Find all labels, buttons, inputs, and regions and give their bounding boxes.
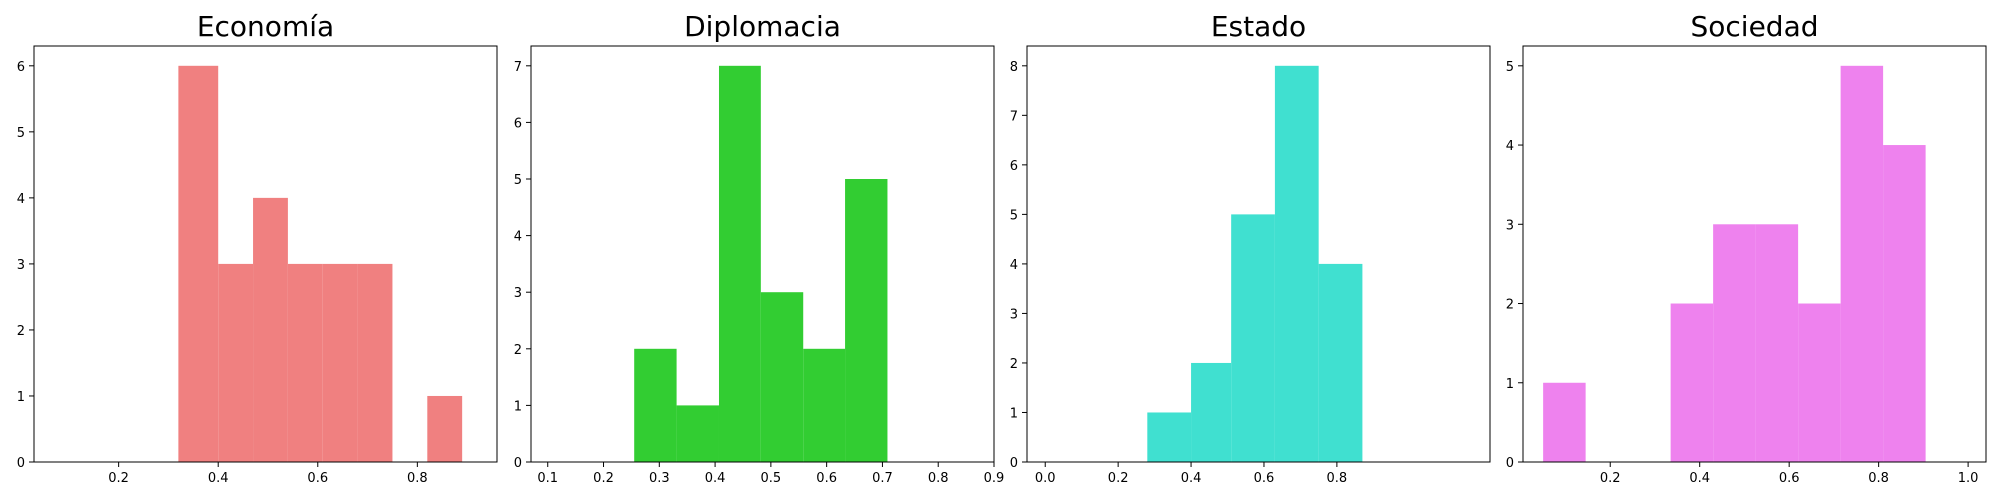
y-tick-label: 1 <box>514 399 522 414</box>
histogram-bar <box>253 197 288 462</box>
histogram-bar <box>1840 65 1884 463</box>
y-tick-label: 5 <box>1010 208 1018 223</box>
y-tick-label: 2 <box>17 324 25 339</box>
y-tick-label: 3 <box>1506 218 1514 233</box>
y-tick-label: 8 <box>1010 60 1018 75</box>
histogram-bar <box>634 348 677 462</box>
x-tick-label: 0.6 <box>816 471 837 486</box>
histogram-bar <box>322 263 358 462</box>
y-tick-label: 3 <box>1010 307 1018 322</box>
x-tick-label: 0.1 <box>537 471 558 486</box>
y-tick-label: 7 <box>1010 109 1018 124</box>
plot-frame <box>33 45 498 463</box>
x-tick-label: 0.2 <box>1108 471 1129 486</box>
y-tick-label: 0 <box>1010 456 1018 471</box>
y-tick-label: 4 <box>514 230 522 245</box>
histogram-bar <box>1274 65 1319 463</box>
x-tick-label: 0.6 <box>307 471 328 486</box>
y-tick-label: 1 <box>1506 377 1514 392</box>
histogram-bar <box>1543 382 1586 462</box>
histogram-bar <box>357 263 393 462</box>
x-tick-label: 0.8 <box>928 471 949 486</box>
y-tick-label: 6 <box>1010 159 1018 174</box>
y-tick-label: 1 <box>17 390 25 405</box>
histogram-bar <box>718 65 761 463</box>
y-tick-label: 0 <box>17 456 25 471</box>
plot-frame <box>1026 45 1491 463</box>
x-tick-label: 0.3 <box>649 471 670 486</box>
y-tick-label: 7 <box>514 60 522 75</box>
x-tick-label: 1.0 <box>1958 471 1979 486</box>
x-tick-label: 0.7 <box>872 471 893 486</box>
histogram-bar <box>1883 145 1926 463</box>
histogram-panel: 0.2 0.4 0.6 0.8 0 1 2 3 4 5 6 Economía <box>17 10 498 486</box>
panel-title: Estado <box>1211 10 1306 43</box>
y-tick-label: 6 <box>17 60 25 75</box>
x-tick-label: 0.6 <box>1779 471 1800 486</box>
histogram-bar <box>760 292 804 462</box>
y-tick-label: 5 <box>1506 60 1514 75</box>
histogram-bar <box>1713 224 1756 462</box>
histogram-bar <box>676 405 719 462</box>
panel-title: Economía <box>197 10 334 43</box>
y-tick-label: 6 <box>514 116 522 131</box>
x-tick-label: 0.4 <box>208 471 229 486</box>
histogram-panel: 0.2 0.4 0.6 0.8 1.0 0 1 2 3 4 5 Sociedad <box>1506 10 1987 486</box>
y-tick-label: 4 <box>1010 258 1018 273</box>
histogram-bar <box>1670 303 1714 462</box>
x-tick-label: 0.4 <box>1689 471 1710 486</box>
x-tick-label: 0.2 <box>1600 471 1621 486</box>
x-tick-label: 0.4 <box>1181 471 1202 486</box>
histogram-bar <box>218 263 254 462</box>
x-tick-label: 0.0 <box>1035 471 1056 486</box>
histogram-bar <box>427 395 463 462</box>
histogram-bar <box>1147 412 1192 462</box>
histogram-bar <box>1318 263 1363 462</box>
y-tick-label: 1 <box>1010 406 1018 421</box>
y-tick-label: 3 <box>514 286 522 301</box>
histogram-bar <box>803 348 846 462</box>
x-tick-label: 0.9 <box>984 471 1005 486</box>
y-tick-label: 4 <box>17 192 25 207</box>
x-tick-label: 0.4 <box>705 471 726 486</box>
x-tick-label: 0.8 <box>1327 471 1348 486</box>
panel-title: Diplomacia <box>684 10 841 43</box>
panel-title: Sociedad <box>1690 10 1818 43</box>
histogram-bar <box>845 179 888 462</box>
histogram-panel: 0.0 0.2 0.4 0.6 0.8 0 1 2 3 4 5 6 7 8 Estado <box>1010 10 1491 486</box>
histogram-bar <box>287 263 323 462</box>
plot-frame <box>1522 45 1987 463</box>
y-tick-label: 2 <box>514 343 522 358</box>
x-tick-label: 0.2 <box>108 471 129 486</box>
x-tick-label: 0.5 <box>761 471 782 486</box>
y-tick-label: 0 <box>1506 456 1514 471</box>
histogram-panel: 0.1 0.2 0.3 0.4 0.5 0.6 0.7 0.8 0.9 0 1 2 3 4 5 6 7 Diplo… <box>514 10 1005 486</box>
y-tick-label: 2 <box>1010 357 1018 372</box>
y-tick-label: 3 <box>17 258 25 273</box>
x-tick-label: 0.6 <box>1254 471 1275 486</box>
histogram-bar <box>1191 362 1232 462</box>
histogram-bar <box>1755 224 1799 462</box>
y-tick-label: 5 <box>514 173 522 188</box>
histogram-bar <box>178 65 219 463</box>
y-tick-label: 0 <box>514 456 522 471</box>
histogram-bar <box>1798 303 1841 462</box>
histogram-bar <box>1231 214 1275 462</box>
y-tick-label: 2 <box>1506 298 1514 313</box>
x-tick-label: 0.8 <box>407 471 428 486</box>
x-tick-label: 0.8 <box>1868 471 1889 486</box>
y-tick-label: 5 <box>17 126 25 141</box>
x-tick-label: 0.2 <box>593 471 614 486</box>
plot-frame <box>530 45 995 463</box>
y-tick-label: 4 <box>1506 139 1514 154</box>
